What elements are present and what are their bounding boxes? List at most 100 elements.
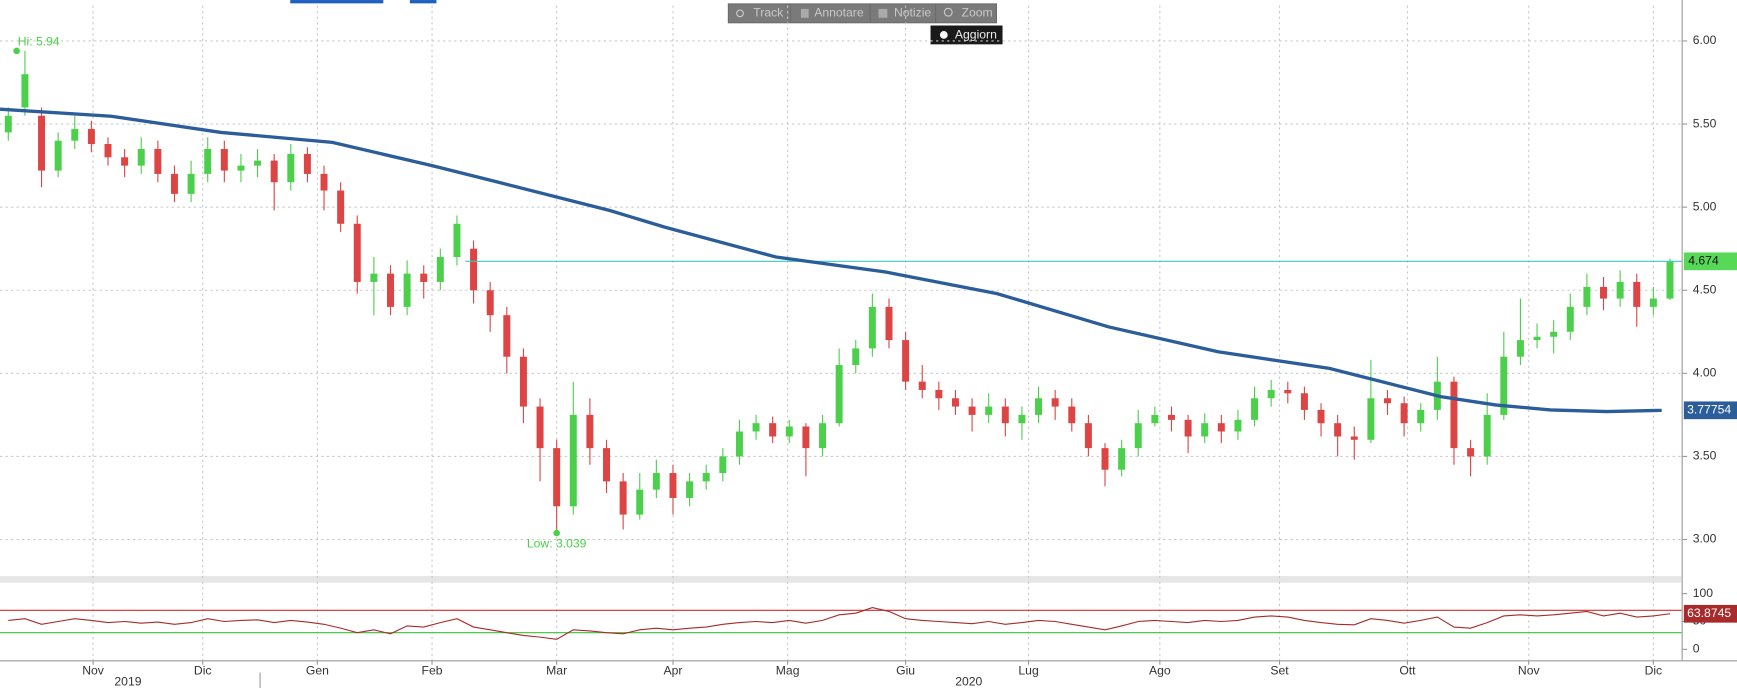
candle-body [1600, 286, 1608, 299]
toolbar-label: Zoom [962, 6, 993, 20]
toolbar-button[interactable] [790, 4, 870, 23]
candle-body [636, 489, 644, 515]
candle-body [4, 115, 12, 133]
candle-body [320, 173, 328, 191]
year-label: 2019 [114, 675, 141, 688]
candle-body [1334, 423, 1342, 437]
candle-body [902, 340, 910, 382]
ma-label: 3.77754 [1687, 403, 1731, 417]
candle-body [1384, 398, 1391, 404]
candle-body [187, 173, 195, 194]
icon [736, 9, 744, 18]
rsi-label-box [1683, 604, 1737, 623]
candle-body [270, 160, 278, 183]
candle-body [1633, 281, 1641, 307]
x-tick-label: Ott [1399, 664, 1416, 678]
y-tick-label: 3.50 [1693, 449, 1717, 463]
y-tick-label: 100 [1693, 586, 1714, 600]
candle-body [87, 129, 95, 145]
candle-body [1467, 448, 1475, 457]
candle-body [1001, 406, 1009, 424]
candle-body [1051, 398, 1059, 407]
toolbar-label: Notizie [894, 6, 931, 20]
update-label: Aggiorn [955, 28, 997, 42]
candle-body [436, 257, 444, 282]
candle-body [935, 389, 943, 399]
candle-body [104, 144, 112, 158]
candle-body [1151, 414, 1159, 424]
candle-body [719, 456, 727, 474]
candle-body [1616, 281, 1624, 299]
x-tick-label: Dic [1645, 664, 1663, 678]
top-tab [409, 0, 437, 4]
candle-body [1068, 406, 1076, 424]
candle-body [1035, 398, 1043, 415]
candle-body [1483, 414, 1491, 457]
toolbar: Track Annotare Notizie Zoom Aggiorn [727, 3, 1003, 45]
candle-body [1666, 261, 1674, 299]
x-tick-label: Apr [664, 664, 683, 678]
x-tick-label: Ago [1149, 664, 1171, 678]
candle-body [1134, 423, 1142, 449]
candle-body [619, 481, 627, 515]
candle-body [835, 365, 843, 424]
candle-body [968, 406, 976, 415]
candle-body [769, 423, 777, 437]
toolbar-button[interactable] [728, 4, 790, 23]
y-tick-label: 5.00 [1693, 199, 1717, 213]
candle-body [852, 348, 860, 366]
candle-body [1583, 286, 1591, 307]
candle-body [21, 74, 29, 108]
ma-label-box [1683, 401, 1737, 420]
candle-body [586, 414, 594, 449]
low-marker [553, 529, 560, 537]
candle-body [752, 423, 760, 432]
candle-body [220, 148, 228, 171]
top-tab [290, 0, 384, 4]
y-tick-label: 0 [1693, 642, 1700, 656]
candle-body [353, 223, 361, 282]
candle-body [170, 173, 178, 194]
candle-body [303, 153, 311, 174]
candle-body [154, 148, 162, 174]
x-axis-border [0, 660, 1737, 662]
candle-body [1234, 419, 1242, 432]
candle-body [1284, 389, 1292, 394]
candle-body [1018, 414, 1026, 424]
candle-body [1201, 423, 1209, 437]
panel-divider [0, 576, 1682, 583]
candle-body [1167, 414, 1175, 420]
candle-body [669, 473, 677, 498]
candle-body [985, 406, 993, 415]
candle-body [1267, 389, 1275, 399]
candle-body [486, 290, 494, 316]
candle-body [121, 157, 129, 166]
last-price-box [1683, 252, 1737, 271]
y-tick-label: 5.50 [1693, 116, 1717, 130]
candle-body [686, 481, 694, 498]
candle-body [1217, 423, 1225, 432]
rsi-line [8, 606, 1671, 640]
candle-body [918, 381, 926, 390]
hi-label: Hi: 5.94 [18, 34, 60, 48]
candle-body [420, 273, 428, 282]
x-tick-label: Mag [776, 664, 800, 678]
x-tick-label: Nov [82, 664, 105, 678]
candle-body [819, 423, 827, 449]
x-tick-label: Nov [1518, 664, 1541, 678]
candle-body [1084, 423, 1092, 449]
candle-body [1450, 381, 1458, 449]
update-button[interactable] [930, 25, 1003, 45]
rsi-label: 63.8745 [1687, 606, 1731, 620]
last-price-label: 4.674 [1688, 254, 1719, 268]
candle-body [1101, 448, 1109, 470]
candle-body [1317, 409, 1325, 424]
candle-body [137, 148, 145, 166]
icon [943, 7, 953, 17]
candle-body [337, 190, 345, 224]
candle-body [569, 414, 577, 507]
candle-body [503, 315, 511, 357]
candle-body [735, 431, 743, 457]
